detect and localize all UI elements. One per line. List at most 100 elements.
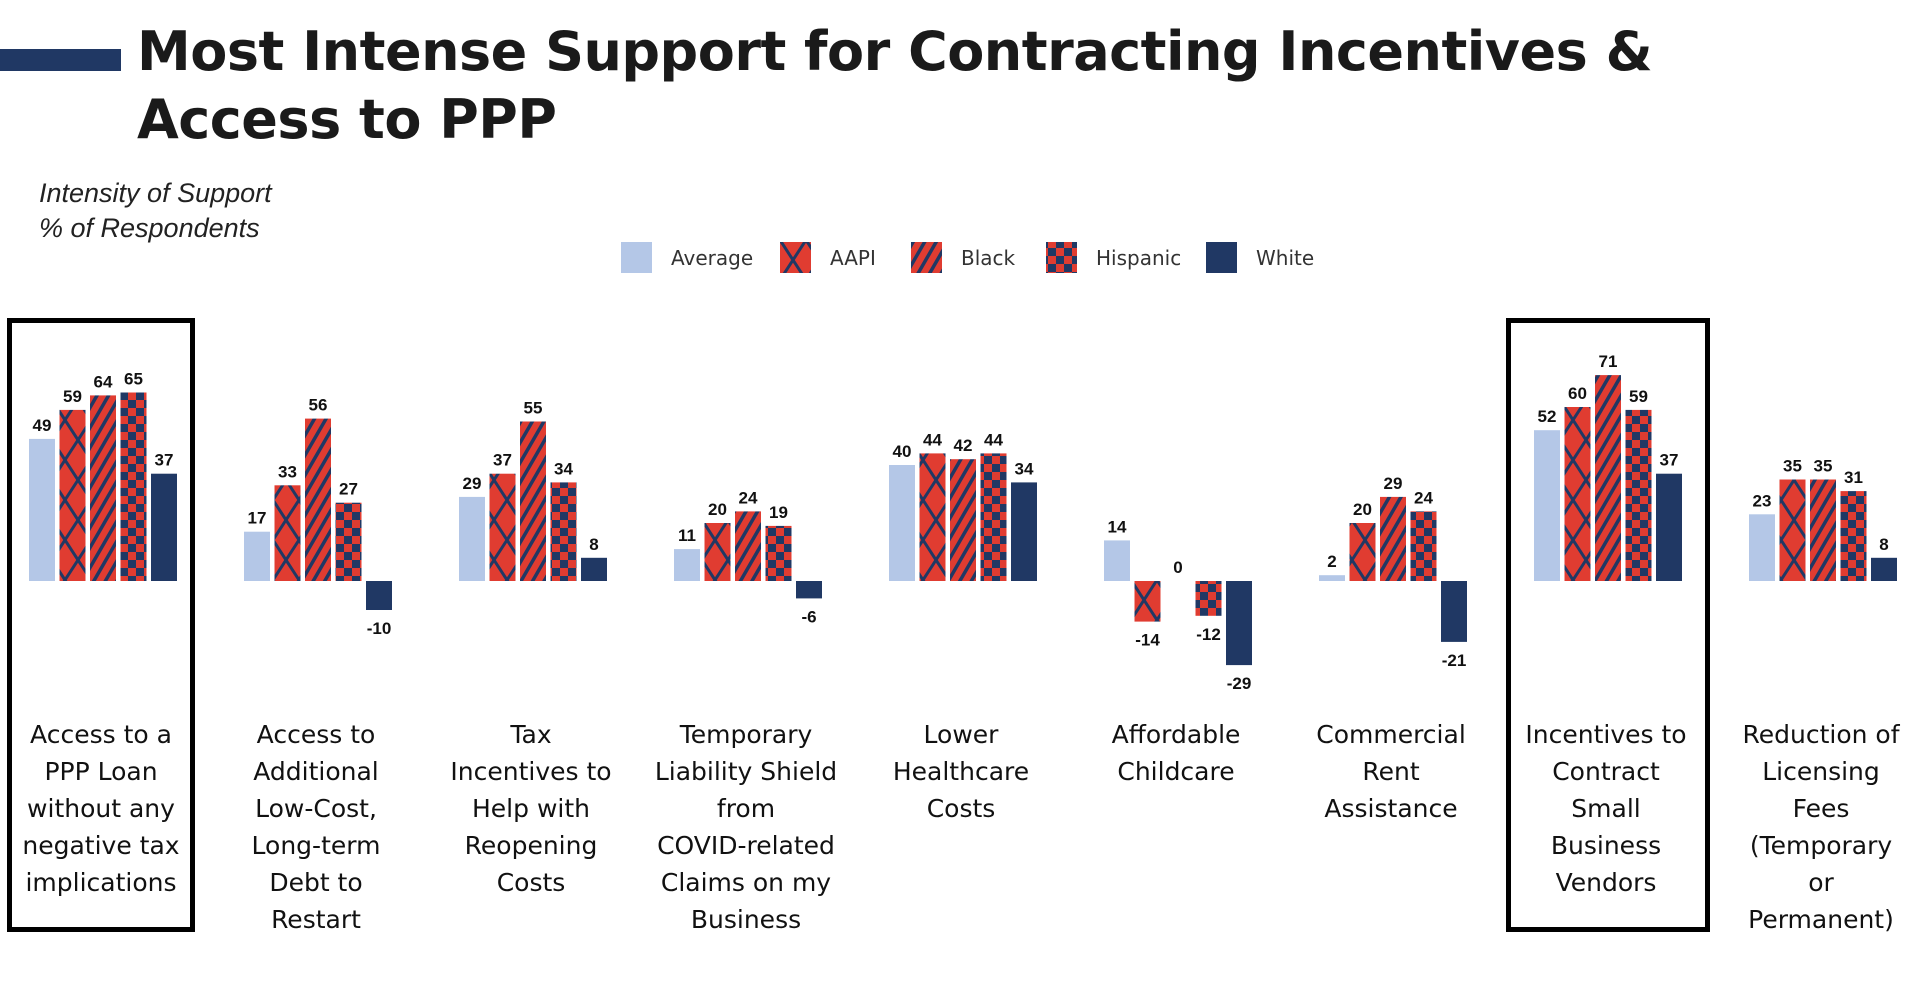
data-label: 34 [554, 459, 573, 478]
bar-hispanic [1840, 491, 1867, 581]
bar-aapi [1134, 581, 1161, 622]
chart-subtitle: Intensity of Support % of Respondents [39, 178, 272, 243]
bar-white [1871, 557, 1897, 581]
bar-average [29, 438, 55, 581]
bar-hispanic [335, 502, 362, 581]
bar-aapi [1564, 407, 1591, 581]
bar-white [581, 557, 607, 581]
category-label: Access to Additional Low-Cost, Long-term… [251, 720, 381, 934]
bar-black [735, 511, 761, 581]
legend-label: White [1256, 246, 1314, 270]
data-label: 17 [248, 509, 267, 528]
category-label: Access to a PPP Loan without any negativ… [22, 720, 180, 897]
bar-black [950, 459, 976, 581]
data-label: 19 [769, 503, 788, 522]
data-label: 55 [524, 399, 543, 418]
bar-aapi [1349, 523, 1376, 581]
bar-black [90, 395, 116, 581]
highlight-box-ppp-loan [7, 318, 195, 932]
bar-white [1011, 482, 1037, 581]
data-label: 11 [678, 526, 696, 545]
data-label: 65 [124, 370, 143, 389]
bar-average [1104, 540, 1130, 581]
data-label: 60 [1568, 384, 1587, 403]
bar-aapi [704, 523, 731, 581]
data-label: 37 [1660, 451, 1679, 470]
data-label: 8 [1879, 535, 1888, 554]
data-label: 24 [1414, 488, 1433, 507]
category-label: Lower Healthcare Costs [892, 720, 1030, 823]
data-label: 20 [708, 500, 727, 519]
data-label: 49 [33, 416, 52, 435]
data-label: 2 [1327, 552, 1336, 571]
data-label: -29 [1227, 674, 1252, 693]
legend-swatch-hispanic [1046, 242, 1077, 273]
bar-white [1226, 581, 1252, 666]
bar-aapi [1779, 479, 1806, 581]
data-label: 35 [1814, 457, 1833, 476]
data-label: 8 [589, 535, 598, 554]
data-label: 0 [1173, 558, 1182, 577]
data-label: 31 [1844, 468, 1863, 487]
bar-black [305, 418, 331, 581]
bar-hispanic [120, 392, 147, 581]
legend: Average AAPI Black Hispanic White [621, 242, 1314, 273]
data-label: 59 [1629, 387, 1648, 406]
data-label: -12 [1196, 625, 1221, 644]
data-label: 27 [339, 480, 358, 499]
bar-aapi [489, 473, 516, 581]
bar-aapi [59, 409, 86, 581]
data-label: 71 [1599, 352, 1618, 371]
bar-black [520, 421, 546, 581]
data-label: -10 [367, 619, 392, 638]
data-label: -14 [1135, 631, 1160, 650]
legend-swatch-aapi [780, 242, 811, 273]
data-label: 59 [63, 387, 82, 406]
legend-label: AAPI [830, 246, 876, 270]
data-label: 52 [1538, 407, 1557, 426]
legend-label: Average [671, 246, 753, 270]
data-label: 29 [1384, 474, 1403, 493]
legend-label: Hispanic [1096, 246, 1181, 270]
bar-white [151, 473, 177, 581]
bar-hispanic [1625, 409, 1652, 581]
bar-average [1534, 430, 1560, 581]
legend-swatch-black [911, 242, 942, 273]
bar-average [1749, 514, 1775, 581]
data-label: 29 [463, 474, 482, 493]
category-label: Commercial Rent Assistance [1316, 720, 1466, 823]
bar-black [1595, 375, 1621, 581]
highlight-box-contract-incentives [1506, 318, 1710, 932]
bar-hispanic [980, 453, 1007, 581]
bar-average [674, 549, 700, 581]
data-label: 23 [1753, 491, 1772, 510]
data-label: 44 [984, 430, 1003, 449]
bar-average [459, 496, 485, 581]
title-accent-bar [0, 49, 121, 71]
bar-average [244, 531, 270, 581]
legend-swatch-average [621, 242, 652, 273]
data-label: 40 [893, 442, 912, 461]
category-label: Incentives to Contract Small Business Ve… [1525, 720, 1687, 897]
bar-aapi [274, 485, 301, 581]
bar-white [366, 581, 392, 610]
data-label: -21 [1442, 651, 1467, 670]
data-label: 20 [1353, 500, 1372, 519]
bar-black [1380, 496, 1406, 581]
data-label: 37 [493, 451, 512, 470]
data-label: 37 [155, 451, 174, 470]
page-title: Most Intense Support for Contracting Inc… [137, 20, 1653, 151]
bar-hispanic [765, 525, 792, 581]
data-label: 56 [309, 396, 328, 415]
bar-average [889, 465, 915, 581]
data-label: 33 [278, 462, 297, 481]
category-label: Reduction of Licensing Fees (Temporary o… [1742, 720, 1900, 934]
bar-hispanic [550, 482, 577, 581]
bar-hispanic [1195, 581, 1222, 616]
category-label: Affordable Childcare [1111, 720, 1241, 786]
data-label: 24 [739, 488, 758, 507]
data-label: 44 [923, 430, 942, 449]
data-label: 35 [1783, 457, 1802, 476]
